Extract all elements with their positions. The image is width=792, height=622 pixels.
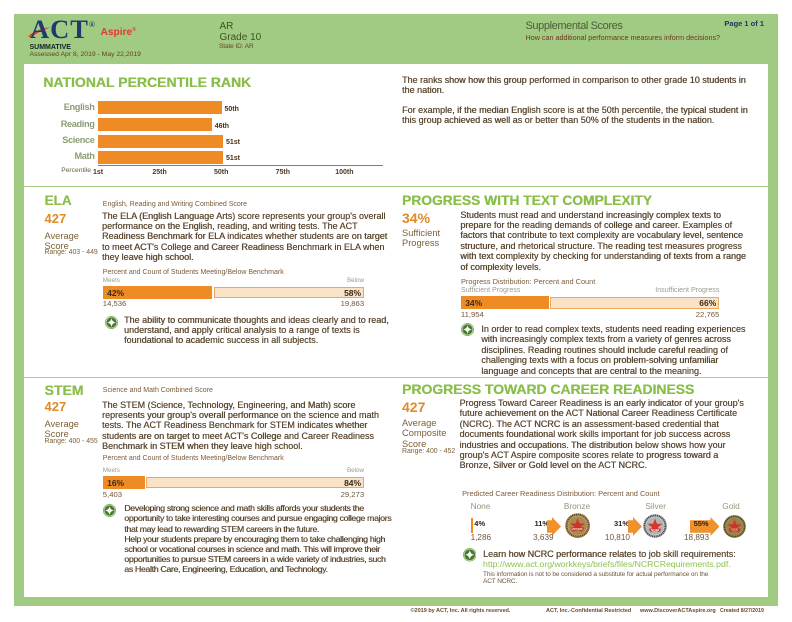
svg-text:GOLD: GOLD: [731, 529, 738, 531]
svg-text:BRONZE: BRONZE: [572, 528, 583, 531]
svg-text:SILVER: SILVER: [650, 528, 659, 531]
